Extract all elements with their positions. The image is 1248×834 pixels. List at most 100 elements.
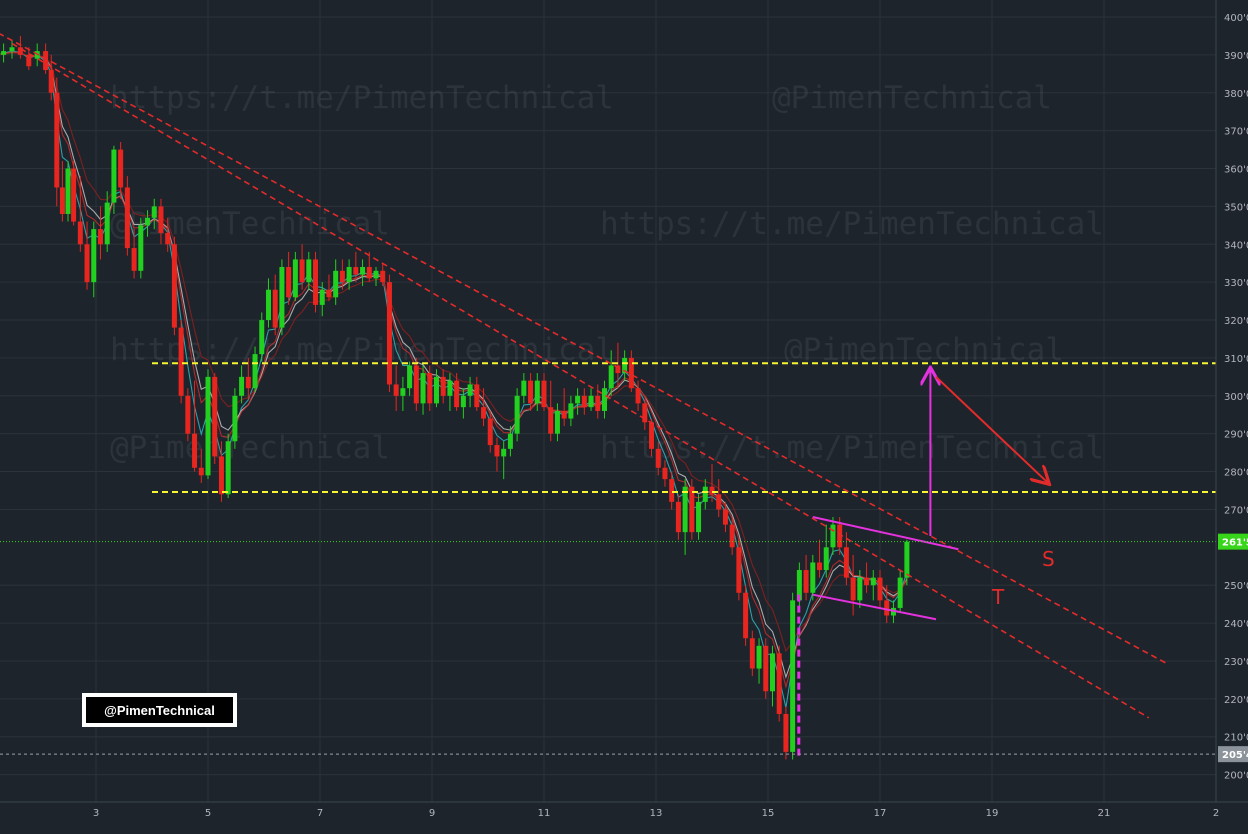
candle-bear (581, 395, 587, 408)
candle-bear (218, 456, 224, 495)
candle-bull (420, 373, 426, 404)
watermark: https://t.me/PimenTechnical (600, 430, 1104, 466)
candle-bull (239, 376, 245, 396)
candle-bear (158, 206, 164, 233)
candle-bull (756, 645, 762, 669)
candle-bear (783, 713, 789, 752)
candle-bear (17, 47, 23, 55)
candle-bull (373, 270, 379, 279)
candle-bear (299, 259, 305, 283)
candle-bull (857, 577, 863, 601)
candle-bull (622, 357, 628, 374)
candle-bull (575, 395, 581, 404)
x-tick-label: 2 (1213, 808, 1219, 819)
trendline-t (11, 42, 1150, 719)
candle-bear (192, 433, 198, 468)
candle-bull (682, 486, 688, 533)
candle-bull (111, 149, 117, 203)
candle-bear (817, 562, 823, 571)
candle-bear (481, 407, 487, 419)
trendline-s (0, 33, 1166, 664)
candle-bear (843, 547, 849, 578)
price-label-bg (1218, 533, 1248, 550)
candle-bull (790, 600, 796, 752)
candle-bull (138, 225, 144, 271)
drawings (0, 33, 1216, 756)
candle-bear (669, 479, 675, 502)
candle-bear (366, 267, 372, 279)
candle-bear (54, 92, 60, 188)
candle-bear (26, 54, 32, 67)
candle-bear (413, 365, 419, 404)
candle-bull (65, 168, 71, 214)
candle-bear (561, 410, 567, 419)
candle-bear (427, 373, 433, 404)
y-tick-label: 380'0 (1224, 89, 1248, 100)
candle-bull (554, 410, 560, 434)
y-tick-label: 390'0 (1224, 51, 1248, 62)
ma-mid (0, 51, 908, 679)
candle-bull (588, 395, 594, 408)
candle-bull (319, 289, 325, 305)
candle-bear (339, 270, 345, 283)
candle-bull (252, 354, 258, 389)
candle-bull (9, 47, 15, 52)
candle-bull (810, 562, 816, 593)
candle-bull (346, 267, 352, 283)
watermark: @PimenTechnical (110, 430, 390, 466)
candle-bear (528, 380, 534, 404)
candle-bull (259, 320, 265, 355)
flag-line (812, 516, 959, 551)
y-tick-label: 220'0 (1224, 695, 1248, 706)
y-tick-label: 300'0 (1224, 392, 1248, 403)
ma-slow-a (0, 51, 908, 689)
candle-bear (884, 600, 890, 616)
candle-bull (333, 270, 339, 298)
y-tick-label: 320'0 (1224, 316, 1248, 327)
candle-bull (904, 541, 910, 578)
x-tick-label: 19 (986, 808, 999, 819)
y-tick-label: 310'0 (1224, 354, 1248, 365)
y-tick-label: 240'0 (1224, 619, 1248, 630)
candle-bear (440, 376, 446, 396)
candle-bear (716, 494, 722, 510)
candle-bear (212, 376, 218, 457)
candles (1, 35, 910, 760)
y-tick-label: 280'0 (1224, 468, 1248, 479)
candle-bear (743, 592, 749, 639)
x-tick-label: 15 (762, 808, 775, 819)
y-tick-label: 370'0 (1224, 127, 1248, 138)
candle-bear (729, 524, 735, 548)
candle-bull (460, 395, 466, 408)
price-axis-bg (1216, 0, 1248, 830)
candle-bear (245, 376, 251, 389)
candle-bull (232, 395, 238, 442)
candle-bull (897, 577, 903, 608)
candle-bear (850, 577, 856, 601)
candle-bear (837, 524, 843, 548)
candle-bear (749, 638, 755, 669)
y-tick-label: 230'0 (1224, 657, 1248, 668)
candle-bull (292, 259, 298, 298)
candle-bull (407, 365, 413, 389)
x-tick-label: 9 (429, 808, 435, 819)
candle-bear (635, 388, 641, 404)
candle-bear (198, 467, 204, 476)
price-axis: 400'0 390'0 380'0 370'0 360'0 350'0 340'0 330'0… (1215, 0, 1248, 830)
candle-bull (501, 448, 507, 457)
candle-bear (165, 232, 171, 245)
candle-bear (541, 380, 547, 408)
candle-bear (48, 70, 54, 93)
candle-bull (447, 380, 453, 396)
candle-bull (769, 653, 775, 692)
low-price-label: 205'4 (1222, 750, 1248, 761)
candle-bear (286, 267, 292, 298)
candle-bear (124, 187, 130, 249)
candle-bear (84, 244, 90, 283)
candle-bull (151, 206, 157, 218)
candle-bear (776, 653, 782, 714)
candle-bear (628, 357, 634, 389)
candle-bear (864, 577, 870, 586)
